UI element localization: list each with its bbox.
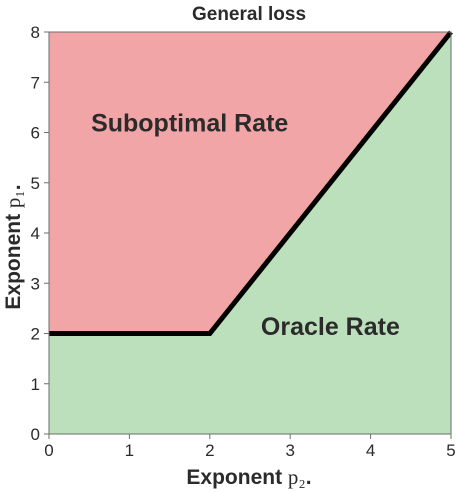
- x-tick-label: 0: [44, 441, 53, 460]
- y-tick-label: 1: [31, 375, 40, 394]
- y-axis-ticks: 0 1 2 3 4 5 6 7 8: [31, 23, 49, 444]
- oracle-rate-label: Oracle Rate: [261, 313, 400, 341]
- y-tick-label: 0: [31, 425, 40, 444]
- y-tick-label: 2: [31, 325, 40, 344]
- x-tick-label: 1: [125, 441, 134, 460]
- y-tick-label: 3: [31, 274, 40, 293]
- region-labels: Suboptimal Rate Oracle Rate: [91, 109, 400, 341]
- x-axis-ticks: 0 1 2 3 4 5: [44, 434, 456, 460]
- y-axis-label: Exponent p₁.: [1, 184, 25, 309]
- boundary-line: [49, 30, 453, 336]
- plot-area: [48, 30, 453, 435]
- x-tick-label: 5: [446, 441, 455, 460]
- x-axis-label: Exponent p₂.: [186, 465, 311, 489]
- suboptimal-region: [49, 32, 451, 334]
- y-tick-label: 5: [31, 174, 40, 193]
- y-tick-label: 8: [31, 23, 40, 42]
- y-tick-label: 7: [31, 73, 40, 92]
- chart-title: General loss: [192, 4, 306, 25]
- x-tick-label: 4: [366, 441, 375, 460]
- suboptimal-rate-label: Suboptimal Rate: [91, 109, 288, 137]
- y-tick-label: 4: [31, 224, 40, 243]
- x-tick-label: 2: [205, 441, 214, 460]
- x-tick-label: 3: [285, 441, 294, 460]
- y-tick-label: 6: [31, 124, 40, 143]
